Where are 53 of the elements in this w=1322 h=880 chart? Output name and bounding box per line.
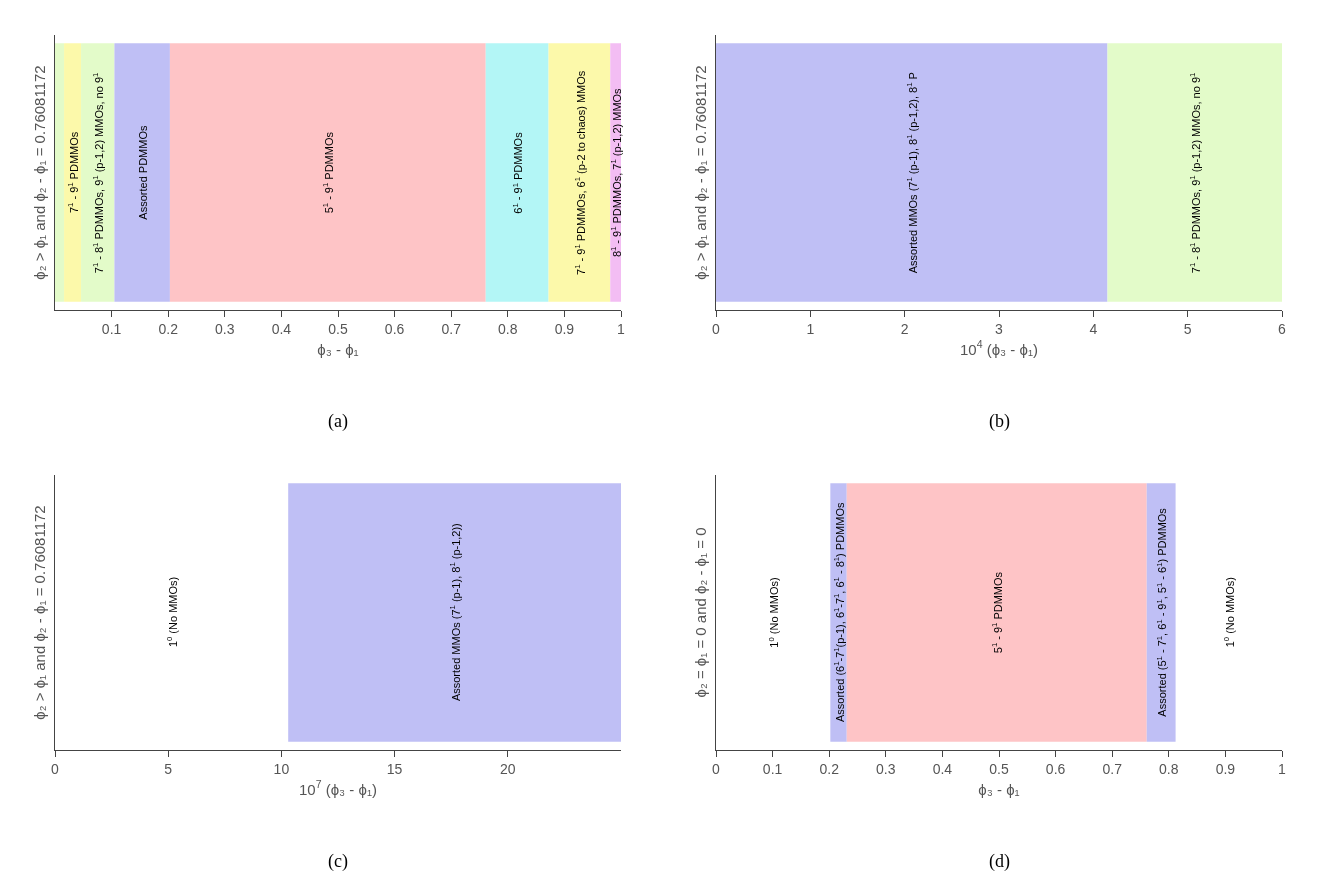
bar <box>64 43 82 302</box>
y-axis-title: ϕ₂ = ϕ₁ = 0 and ϕ₂ - ϕ₁ = 0 <box>692 527 710 698</box>
x-tick-label: 0.7 <box>1102 760 1123 777</box>
x-axis-title: ϕ₃ - ϕ₁ <box>978 780 1020 798</box>
x-tick-label: 4 <box>1089 320 1098 337</box>
bar <box>485 43 549 302</box>
x-tick-label: 0.1 <box>101 320 122 337</box>
x-tick-label: 5 <box>1183 320 1192 337</box>
text: (d) <box>989 851 1010 872</box>
bar <box>1146 483 1176 742</box>
x-tick-label: 1 <box>1278 760 1287 777</box>
x-tick-label: 0 <box>712 320 721 337</box>
x-tick-label: 0.5 <box>989 760 1009 777</box>
x-tick-label: 0.3 <box>215 320 235 337</box>
x-tick-label: 15 <box>386 760 403 777</box>
x-tick-label: 0.2 <box>158 320 179 337</box>
bar <box>548 43 611 302</box>
x-axis-title: ϕ₃ - ϕ₁ <box>317 340 359 358</box>
x-tick-label: 0 <box>712 760 721 777</box>
y-axis-title: ϕ₂ > ϕ₁ and ϕ₂ - ϕ₁ = 0.76081172 <box>31 65 49 280</box>
y-axis-title: ϕ₂ > ϕ₁ and ϕ₂ - ϕ₁ = 0.76081172 <box>692 65 710 280</box>
bar <box>114 43 170 302</box>
x-tick-label: 0.3 <box>876 760 896 777</box>
text: (c) <box>328 851 348 872</box>
x-tick-label: 6 <box>1278 320 1287 337</box>
x-tick-label: 2 <box>900 320 909 337</box>
x-tick-label: 0.1 <box>762 760 783 777</box>
x-tick-label: 3 <box>995 320 1004 337</box>
x-tick-label: 10 <box>273 760 290 777</box>
x-tick-label: 0.8 <box>1159 760 1179 777</box>
x-tick-label: 1 <box>806 320 815 337</box>
x-axis-title: 10$^{4}$ (ϕ₃ - ϕ₁) <box>960 338 1038 358</box>
x-tick-label: 1 <box>617 320 626 337</box>
x-tick-label: 20 <box>500 760 516 777</box>
x-tick-label: 0.4 <box>271 320 292 337</box>
x-tick-label: 0.2 <box>819 760 840 777</box>
x-tick-label: 0.6 <box>1045 760 1066 777</box>
x-tick-label: 5 <box>164 760 173 777</box>
x-tick-label: 0.8 <box>498 320 518 337</box>
x-tick-label: 0.9 <box>554 320 575 337</box>
x-tick-label: 0.9 <box>1215 760 1236 777</box>
x-tick-label: 0.6 <box>384 320 405 337</box>
x-tick-label: 0.7 <box>441 320 462 337</box>
series-label: Assorted PDMMOs <box>136 125 149 220</box>
x-tick-label: 0 <box>51 760 60 777</box>
x-axis-title: 10$^{7}$ (ϕ₃ - ϕ₁) <box>299 778 377 798</box>
text: (b) <box>989 411 1010 432</box>
x-tick-label: 0.4 <box>932 760 953 777</box>
x-tick-label: 0.5 <box>328 320 348 337</box>
bar <box>81 43 115 302</box>
y-axis-title: ϕ₂ > ϕ₁ and ϕ₂ - ϕ₁ = 0.76081172 <box>31 505 49 720</box>
text: (a) <box>328 411 348 432</box>
bar <box>55 43 65 302</box>
